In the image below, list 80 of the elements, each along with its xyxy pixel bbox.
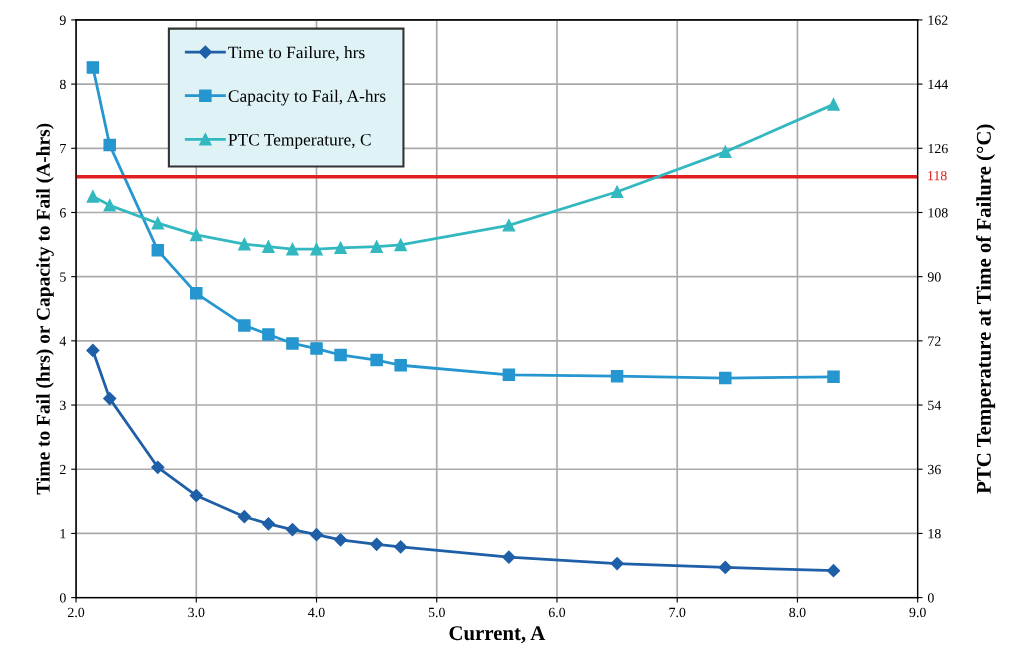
point — [237, 510, 251, 524]
point — [103, 392, 117, 406]
y-tick-label: 4 — [59, 336, 67, 346]
x-tick-label: 2.0 — [67, 607, 85, 618]
point — [86, 61, 100, 74]
point — [827, 98, 840, 111]
y2-tick-label: 108 — [928, 208, 948, 218]
point — [826, 564, 841, 578]
point — [394, 540, 408, 554]
point — [261, 517, 276, 531]
point — [189, 488, 203, 503]
y-tick-label: 9 — [59, 15, 66, 25]
point — [334, 348, 347, 362]
point — [309, 528, 324, 542]
y2-tick-label: 18 — [928, 529, 941, 539]
point — [334, 241, 347, 255]
y2-axis-title: PTC Temperature at Time of Failure (°C) — [976, 124, 996, 494]
y2-tick-label: 144 — [928, 79, 949, 89]
point — [286, 337, 299, 350]
x-tick-label: 9.0 — [909, 607, 926, 618]
point — [827, 370, 840, 384]
y2-tick-label: 0 — [927, 593, 934, 603]
y-tick-label: 7 — [60, 144, 66, 154]
point — [502, 219, 516, 232]
y-tick-label: 0 — [59, 593, 66, 603]
point — [190, 228, 203, 242]
point — [370, 353, 383, 367]
point — [502, 550, 516, 564]
y-tick-label: 6 — [59, 208, 66, 218]
point — [262, 328, 275, 341]
point — [333, 533, 348, 547]
point — [190, 287, 203, 300]
point — [394, 358, 407, 372]
point — [238, 237, 251, 251]
point — [502, 368, 516, 382]
y-tick-label: 5 — [60, 272, 66, 282]
point — [262, 240, 275, 253]
y-tick-label: 2 — [59, 464, 66, 475]
legend-label: Capacity to Fail, A-hrs — [228, 89, 386, 106]
ref-line-label: 118 — [928, 170, 947, 181]
point — [610, 369, 624, 383]
point — [103, 138, 116, 152]
point — [719, 145, 732, 159]
y2-tick-label: 36 — [928, 464, 941, 475]
y2-tick-label: 90 — [927, 272, 941, 282]
point — [719, 371, 732, 385]
point — [310, 242, 323, 256]
x-tick-label: 8.0 — [789, 607, 806, 618]
point — [151, 244, 165, 257]
point — [370, 537, 384, 551]
y2-tick-label: 54 — [928, 400, 942, 410]
point — [86, 190, 100, 203]
point — [151, 216, 165, 230]
point — [370, 240, 383, 253]
point — [394, 238, 407, 252]
point — [286, 242, 299, 256]
y2-tick-label: 126 — [928, 143, 948, 154]
x-tick-label: 4.0 — [308, 607, 325, 618]
point — [718, 560, 732, 575]
y-tick-label: 1 — [60, 529, 66, 539]
x-tick-label: 7.0 — [669, 607, 686, 618]
x-tick-label: 6.0 — [548, 607, 566, 618]
point — [86, 343, 100, 358]
point — [610, 185, 624, 199]
x-tick-label: 3.0 — [188, 607, 205, 618]
point — [610, 556, 624, 571]
point — [285, 522, 300, 537]
x-tick-label: 5.0 — [428, 607, 445, 618]
legend-label: PTC Temperature, C — [228, 133, 371, 150]
point — [103, 199, 116, 212]
point — [151, 460, 165, 474]
y-tick-label: 3 — [60, 400, 66, 410]
point — [238, 319, 251, 332]
legend-label: Time to Failure, hrs — [228, 46, 365, 61]
y-tick-label: 8 — [59, 79, 66, 90]
y2-tick-label: 72 — [928, 336, 941, 346]
y-axis-title: Time to Fail (hrs) or Capacity to Fail (A-hrs) — [36, 123, 54, 495]
x-axis-title: Current, A — [449, 626, 546, 644]
point — [310, 342, 323, 355]
y2-tick-label: 162 — [928, 15, 948, 25]
